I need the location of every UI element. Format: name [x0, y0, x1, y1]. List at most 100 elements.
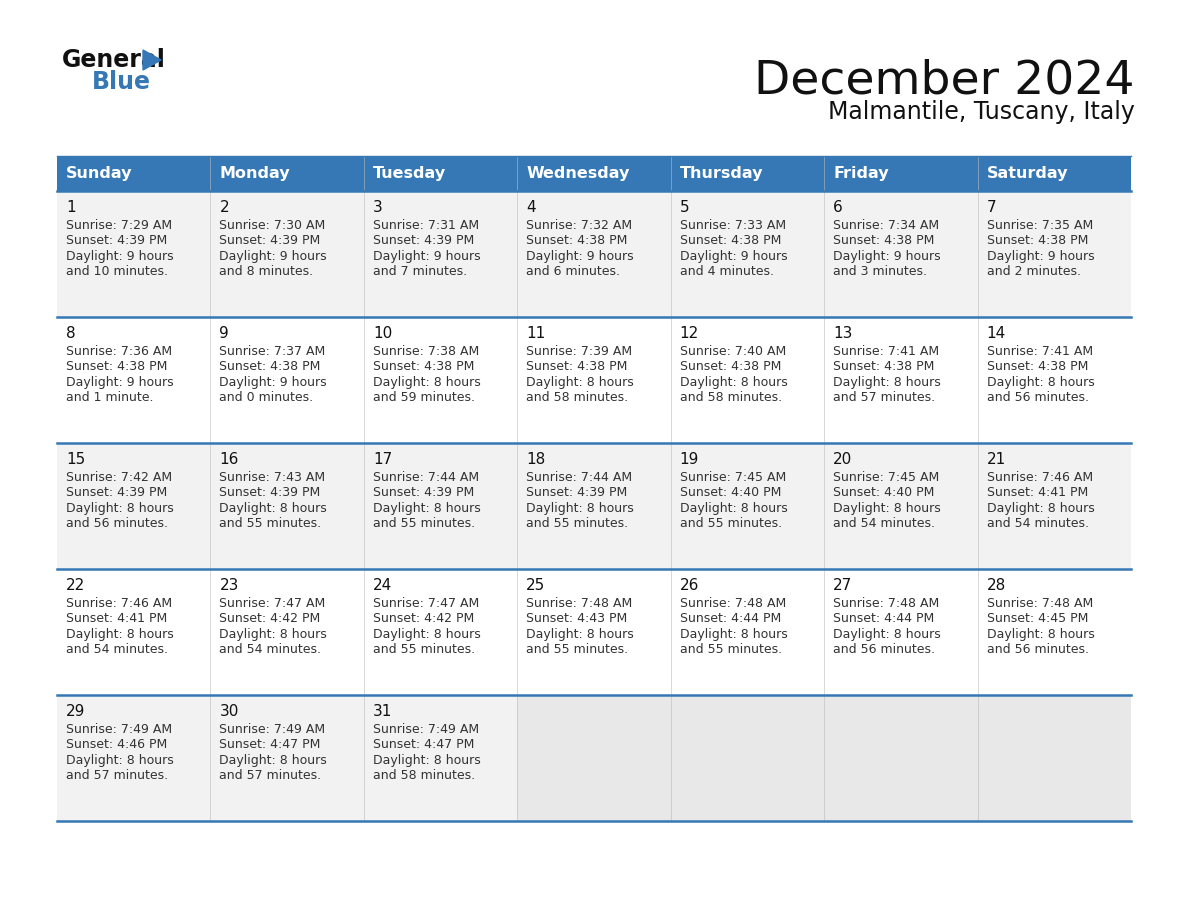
Bar	[978, 156, 1131, 191]
Text: and 56 minutes.: and 56 minutes.	[986, 391, 1088, 404]
Text: Daylight: 9 hours: Daylight: 9 hours	[67, 375, 173, 388]
Text: and 10 minutes.: and 10 minutes.	[67, 265, 168, 278]
Text: Sunrise: 7:49 AM: Sunrise: 7:49 AM	[220, 722, 326, 735]
Bar	[517, 191, 671, 317]
Text: and 59 minutes.: and 59 minutes.	[373, 391, 475, 404]
Text: 25: 25	[526, 578, 545, 593]
Text: General: General	[62, 48, 166, 72]
Text: Sunset: 4:42 PM: Sunset: 4:42 PM	[220, 612, 321, 625]
Bar	[671, 317, 824, 443]
Text: Sunrise: 7:48 AM: Sunrise: 7:48 AM	[986, 597, 1093, 610]
Text: Sunset: 4:38 PM: Sunset: 4:38 PM	[526, 360, 627, 373]
Text: and 54 minutes.: and 54 minutes.	[833, 517, 935, 530]
Text: 28: 28	[986, 578, 1006, 593]
Text: Sunrise: 7:36 AM: Sunrise: 7:36 AM	[67, 344, 172, 358]
Text: Sunrise: 7:45 AM: Sunrise: 7:45 AM	[833, 471, 940, 484]
Text: and 55 minutes.: and 55 minutes.	[680, 517, 782, 530]
Text: Daylight: 8 hours: Daylight: 8 hours	[373, 628, 481, 641]
Text: Sunset: 4:40 PM: Sunset: 4:40 PM	[833, 487, 935, 499]
Bar	[210, 695, 364, 821]
Bar	[671, 695, 824, 821]
Text: and 55 minutes.: and 55 minutes.	[373, 644, 475, 656]
Text: and 57 minutes.: and 57 minutes.	[220, 769, 322, 782]
Text: and 55 minutes.: and 55 minutes.	[220, 517, 322, 530]
Text: 2: 2	[220, 200, 229, 215]
Text: Daylight: 9 hours: Daylight: 9 hours	[526, 250, 634, 263]
Text: Daylight: 8 hours: Daylight: 8 hours	[67, 628, 173, 641]
Bar	[517, 317, 671, 443]
Text: Sunrise: 7:34 AM: Sunrise: 7:34 AM	[833, 218, 940, 231]
Text: 24: 24	[373, 578, 392, 593]
Text: 16: 16	[220, 452, 239, 467]
Bar	[517, 695, 671, 821]
Text: 19: 19	[680, 452, 699, 467]
Text: 4: 4	[526, 200, 536, 215]
Text: and 56 minutes.: and 56 minutes.	[986, 644, 1088, 656]
Text: and 56 minutes.: and 56 minutes.	[833, 644, 935, 656]
Text: 3: 3	[373, 200, 383, 215]
Text: Daylight: 8 hours: Daylight: 8 hours	[833, 375, 941, 388]
Bar	[57, 695, 210, 821]
Text: Sunset: 4:45 PM: Sunset: 4:45 PM	[986, 612, 1088, 625]
Bar	[57, 569, 210, 695]
Text: Sunset: 4:41 PM: Sunset: 4:41 PM	[67, 612, 168, 625]
Text: Sunset: 4:41 PM: Sunset: 4:41 PM	[986, 487, 1088, 499]
Bar	[210, 156, 364, 191]
Text: 17: 17	[373, 452, 392, 467]
Text: Sunrise: 7:32 AM: Sunrise: 7:32 AM	[526, 218, 632, 231]
Bar	[824, 317, 978, 443]
Text: Daylight: 8 hours: Daylight: 8 hours	[986, 628, 1094, 641]
Text: Sunrise: 7:42 AM: Sunrise: 7:42 AM	[67, 471, 172, 484]
Text: and 58 minutes.: and 58 minutes.	[526, 391, 628, 404]
Text: Sunset: 4:39 PM: Sunset: 4:39 PM	[67, 234, 168, 247]
Text: Daylight: 8 hours: Daylight: 8 hours	[526, 501, 634, 515]
Polygon shape	[143, 50, 162, 70]
Text: Sunset: 4:47 PM: Sunset: 4:47 PM	[220, 738, 321, 751]
Text: 7: 7	[986, 200, 997, 215]
Text: Daylight: 8 hours: Daylight: 8 hours	[833, 628, 941, 641]
Text: Daylight: 9 hours: Daylight: 9 hours	[67, 250, 173, 263]
Text: December 2024: December 2024	[754, 58, 1135, 103]
Bar	[824, 695, 978, 821]
Text: Sunrise: 7:48 AM: Sunrise: 7:48 AM	[680, 597, 786, 610]
Text: Daylight: 8 hours: Daylight: 8 hours	[373, 754, 481, 767]
Text: Thursday: Thursday	[680, 166, 763, 181]
Text: Sunset: 4:39 PM: Sunset: 4:39 PM	[67, 487, 168, 499]
Text: Daylight: 8 hours: Daylight: 8 hours	[986, 501, 1094, 515]
Text: Sunrise: 7:44 AM: Sunrise: 7:44 AM	[373, 471, 479, 484]
Text: 8: 8	[67, 326, 76, 341]
Text: Sunset: 4:39 PM: Sunset: 4:39 PM	[373, 487, 474, 499]
Text: Sunset: 4:46 PM: Sunset: 4:46 PM	[67, 738, 168, 751]
Text: Daylight: 9 hours: Daylight: 9 hours	[986, 250, 1094, 263]
Text: Sunrise: 7:40 AM: Sunrise: 7:40 AM	[680, 344, 786, 358]
Text: Daylight: 8 hours: Daylight: 8 hours	[680, 375, 788, 388]
Text: 6: 6	[833, 200, 843, 215]
Text: 12: 12	[680, 326, 699, 341]
Text: Sunrise: 7:43 AM: Sunrise: 7:43 AM	[220, 471, 326, 484]
Bar	[824, 191, 978, 317]
Text: Sunrise: 7:46 AM: Sunrise: 7:46 AM	[986, 471, 1093, 484]
Bar	[978, 569, 1131, 695]
Text: 10: 10	[373, 326, 392, 341]
Text: Sunset: 4:39 PM: Sunset: 4:39 PM	[220, 487, 321, 499]
Text: Wednesday: Wednesday	[526, 166, 630, 181]
Text: and 4 minutes.: and 4 minutes.	[680, 265, 773, 278]
Text: and 58 minutes.: and 58 minutes.	[373, 769, 475, 782]
Text: Sunset: 4:44 PM: Sunset: 4:44 PM	[680, 612, 781, 625]
Bar	[824, 569, 978, 695]
Text: Daylight: 8 hours: Daylight: 8 hours	[67, 754, 173, 767]
Text: Daylight: 9 hours: Daylight: 9 hours	[833, 250, 941, 263]
Text: Sunrise: 7:33 AM: Sunrise: 7:33 AM	[680, 218, 785, 231]
Text: Sunset: 4:40 PM: Sunset: 4:40 PM	[680, 487, 781, 499]
Text: Blue: Blue	[91, 70, 151, 94]
Text: 31: 31	[373, 704, 392, 719]
Bar	[364, 317, 517, 443]
Text: Daylight: 8 hours: Daylight: 8 hours	[220, 754, 327, 767]
Text: and 55 minutes.: and 55 minutes.	[373, 517, 475, 530]
Text: Sunrise: 7:49 AM: Sunrise: 7:49 AM	[373, 722, 479, 735]
Bar	[57, 191, 210, 317]
Text: Daylight: 8 hours: Daylight: 8 hours	[220, 628, 327, 641]
Text: Sunrise: 7:48 AM: Sunrise: 7:48 AM	[526, 597, 632, 610]
Text: Sunrise: 7:39 AM: Sunrise: 7:39 AM	[526, 344, 632, 358]
Bar	[210, 317, 364, 443]
